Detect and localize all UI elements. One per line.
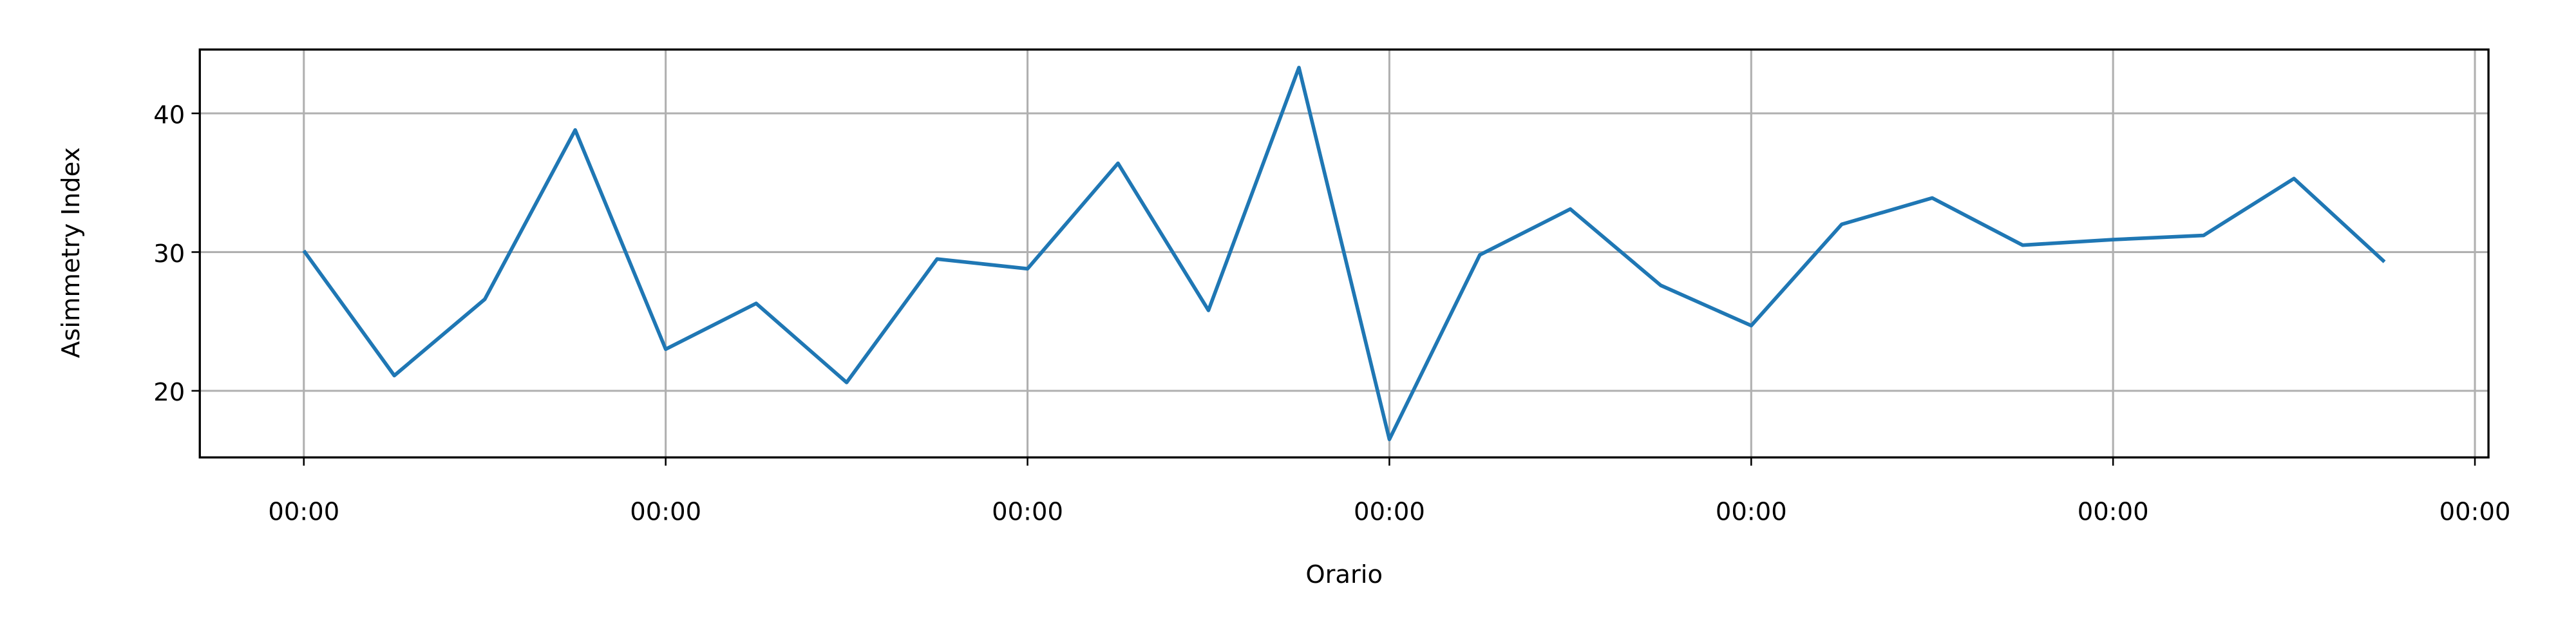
x-tick-label: 00:00 bbox=[268, 498, 339, 527]
x-tick-label: 00:00 bbox=[1354, 498, 1425, 527]
data-line bbox=[302, 66, 2386, 442]
x-tick-label: 00:00 bbox=[992, 498, 1063, 527]
y-tick-label: 20 bbox=[153, 378, 185, 407]
y-tick-label: 30 bbox=[153, 240, 185, 269]
x-tick-label: 00:00 bbox=[2439, 498, 2511, 527]
y-tick-label: 40 bbox=[153, 100, 185, 129]
x-tick-label: 00:00 bbox=[2078, 498, 2149, 527]
x-axis-label: Orario bbox=[1305, 560, 1383, 589]
x-tick-label: 00:00 bbox=[630, 498, 701, 527]
y-axis-label: Asimmetry Index bbox=[57, 147, 86, 358]
x-tick-label: 00:00 bbox=[1716, 498, 1787, 527]
plot-frame bbox=[198, 48, 2490, 459]
